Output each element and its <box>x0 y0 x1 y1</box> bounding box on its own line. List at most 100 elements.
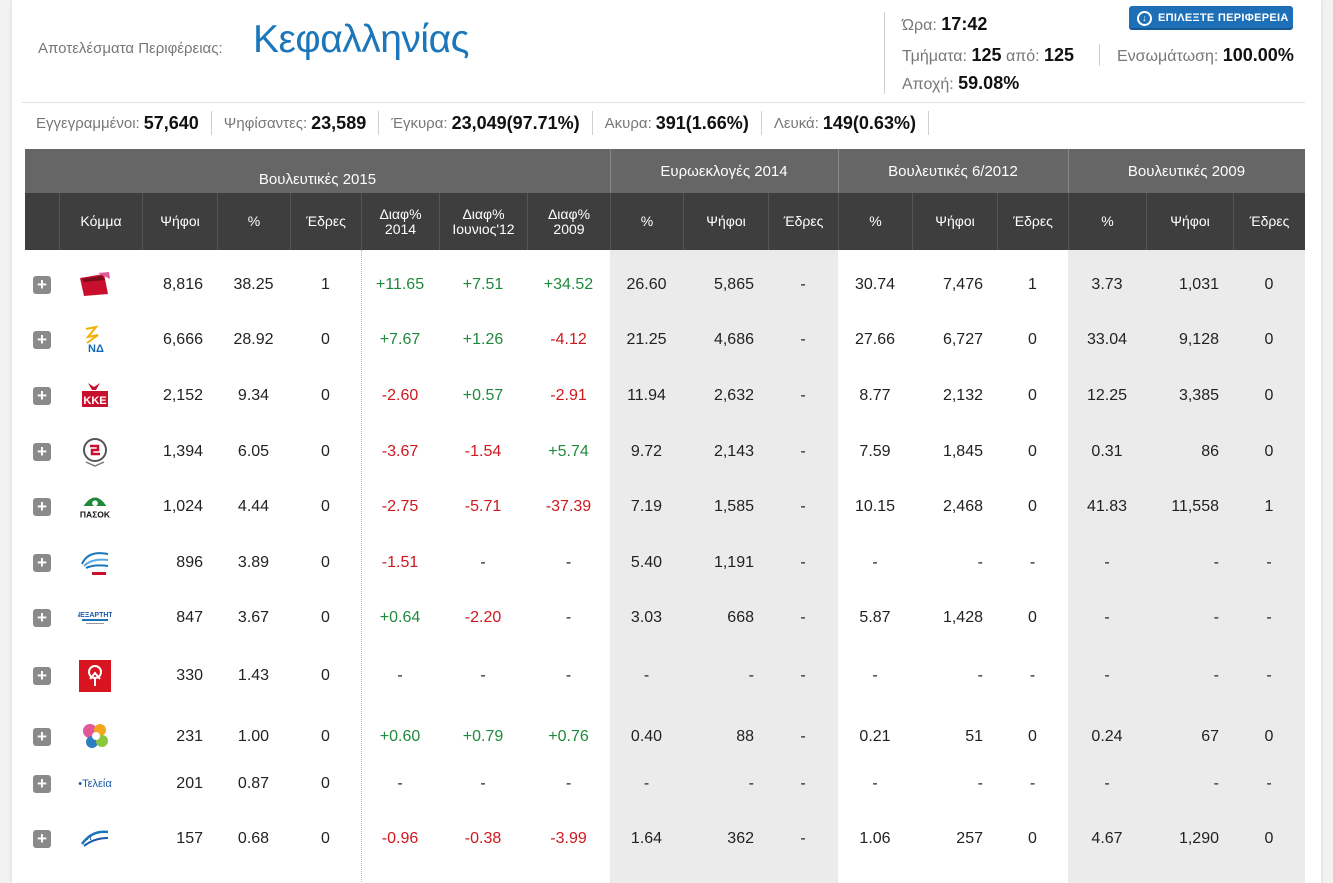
cell-v09s: 0 <box>1264 728 1274 745</box>
cell-votes: 157 <box>176 830 203 847</box>
cell-v09v: 86 <box>1201 443 1219 460</box>
cell-pct: 6.05 <box>237 443 270 460</box>
cell-v09p: 3.73 <box>1091 276 1123 293</box>
expand-plus-icon[interactable]: + <box>33 331 51 349</box>
cell-pct: 3.67 <box>237 609 270 626</box>
expand-plus-icon[interactable]: + <box>33 728 51 746</box>
cell-seats: 0 <box>321 331 330 348</box>
column-header: Ψήφοι <box>142 193 217 250</box>
select-region-button[interactable]: ↓ ΕΠΙΛΕΞΤΕ ΠΕΡΙΦΕΡΕΙΑ <box>1129 6 1293 30</box>
expand-plus-icon[interactable]: + <box>33 276 51 294</box>
cell-e14v: 668 <box>727 609 754 626</box>
cell-v12v: 6,727 <box>942 331 983 348</box>
cell-v12s: 0 <box>1028 609 1037 626</box>
cell-d09: +5.74 <box>548 443 589 460</box>
region-label: Αποτελέσματα Περιφέρειας: <box>38 40 223 57</box>
sections-value: 125 <box>971 45 1002 65</box>
cell-e14p: 7.19 <box>630 498 663 515</box>
cell-d14: -2.60 <box>381 387 419 404</box>
cell-v12v: - <box>977 554 983 571</box>
expand-plus-icon[interactable]: + <box>33 609 51 627</box>
cell-v12p: 1.06 <box>859 830 891 847</box>
cell-d14: -1.51 <box>381 554 419 571</box>
sections-total: 125 <box>1044 45 1075 65</box>
cell-v12v: 7,476 <box>942 276 983 293</box>
expand-plus-icon[interactable]: + <box>33 554 51 572</box>
column-header: % <box>217 193 290 250</box>
cell-d14: -0.96 <box>381 830 419 847</box>
nd-logo: ΝΔ <box>78 323 112 357</box>
expand-plus-icon[interactable]: + <box>33 667 51 685</box>
cell-e14p: 21.25 <box>626 331 667 348</box>
cell-e14v: 4,686 <box>713 331 754 348</box>
cell-seats: 0 <box>321 498 330 515</box>
cell-v12p: 7.59 <box>859 443 891 460</box>
download-arrow-icon: ↓ <box>1137 10 1152 26</box>
cell-v09s: 1 <box>1264 498 1274 515</box>
cell-v09s: 0 <box>1264 331 1274 348</box>
expand-plus-icon[interactable]: + <box>33 830 51 848</box>
cell-v09v: - <box>1213 554 1219 571</box>
time-label: Ώρα: <box>902 17 937 34</box>
cell-pct: 28.92 <box>233 331 274 348</box>
header-divider <box>884 12 885 94</box>
cell-pct: 9.34 <box>237 387 270 404</box>
summary-value: 57,640 <box>143 112 199 133</box>
summary-label: Ψηφίσαντες: <box>223 114 308 132</box>
column-header: Ψήφοι <box>1146 193 1233 250</box>
expand-plus-icon[interactable]: + <box>33 387 51 405</box>
cell-votes: 1,394 <box>162 443 203 460</box>
cell-seats: 0 <box>321 443 330 460</box>
xa-logo <box>78 435 112 469</box>
cell-d09: - <box>565 609 572 626</box>
header-divider <box>1099 44 1100 66</box>
summary-item: Έγκυρα: 23,049(97.71%) <box>379 111 593 135</box>
svg-text:ΚΚΕ: ΚΚΕ <box>83 395 106 407</box>
summary-value: 391(1.66%) <box>655 112 749 133</box>
header-separator <box>22 102 1305 103</box>
cell-d12: -0.38 <box>464 830 502 847</box>
cell-d14: - <box>397 667 403 684</box>
cell-pct: 3.89 <box>237 554 270 571</box>
sections-label: Τμήματα: <box>902 48 967 65</box>
column-header: Έδρες <box>290 193 361 250</box>
column-header: Ψήφοι <box>912 193 997 250</box>
cell-pct: 0.87 <box>237 775 270 792</box>
kke-logo: ΚΚΕ <box>78 379 112 413</box>
cell-d09: -37.39 <box>545 498 592 515</box>
cell-e14s: - <box>800 554 806 571</box>
cell-e14s: - <box>800 728 806 745</box>
cell-e14v: 1,585 <box>713 498 754 515</box>
expand-plus-icon[interactable]: + <box>33 498 51 516</box>
cell-d14: +0.64 <box>379 609 421 626</box>
shaded-column-group <box>610 250 838 883</box>
pasok-logo: ΠΑΣΟΚ <box>78 490 112 524</box>
cell-v12p: 8.77 <box>859 387 891 404</box>
table-row: +896 3.89 0 -1.51 - - 5.40 1,191 - - - - - - - <box>25 543 1305 583</box>
cell-e14p: - <box>643 667 650 684</box>
cell-v12p: 27.66 <box>854 331 896 348</box>
cell-v09s: - <box>1266 775 1272 792</box>
cell-v12p: - <box>872 775 878 792</box>
cell-v12v: - <box>977 775 983 792</box>
cell-d09: - <box>565 775 572 792</box>
expand-plus-icon[interactable]: + <box>33 443 51 461</box>
cell-v09v: - <box>1213 609 1219 626</box>
cell-d14: - <box>397 775 403 792</box>
cell-pct: 0.68 <box>237 830 270 847</box>
cell-v09v: - <box>1213 775 1219 792</box>
cell-e14p: 3.03 <box>630 609 663 626</box>
cell-e14p: - <box>643 775 650 792</box>
cell-v09p: 4.67 <box>1091 830 1123 847</box>
cell-v09v: 9,128 <box>1178 331 1219 348</box>
kidiso-logo <box>78 659 112 693</box>
cell-d12: -2.20 <box>464 609 502 626</box>
cell-v12s: 1 <box>1028 276 1037 293</box>
expand-plus-icon[interactable]: + <box>33 775 51 793</box>
cell-seats: 0 <box>321 667 330 684</box>
summary-label: Λευκά: <box>773 114 819 132</box>
cell-votes: 896 <box>176 554 203 571</box>
cell-v09s: 0 <box>1264 276 1274 293</box>
cell-d12: -1.54 <box>464 443 502 460</box>
cell-seats: 0 <box>321 830 330 847</box>
